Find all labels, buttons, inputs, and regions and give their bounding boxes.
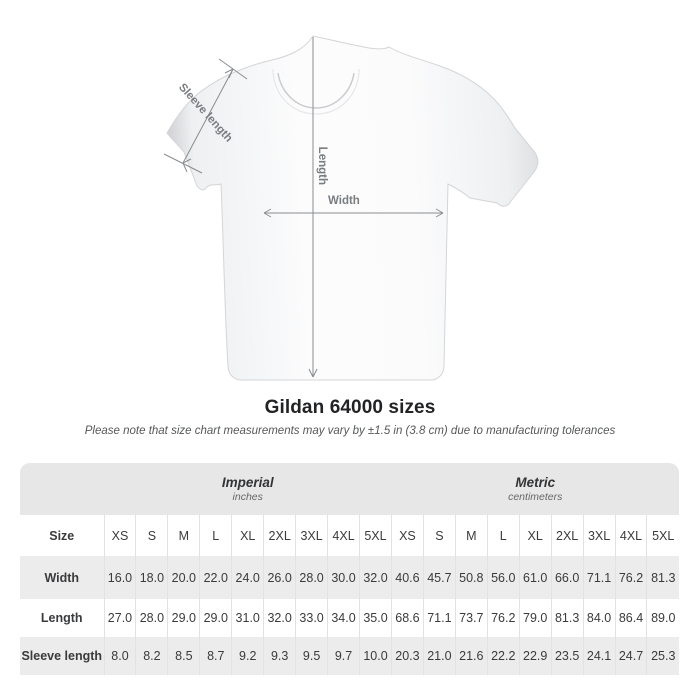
svg-text:Width: Width [328,195,360,207]
svg-text:Length: Length [316,147,328,185]
